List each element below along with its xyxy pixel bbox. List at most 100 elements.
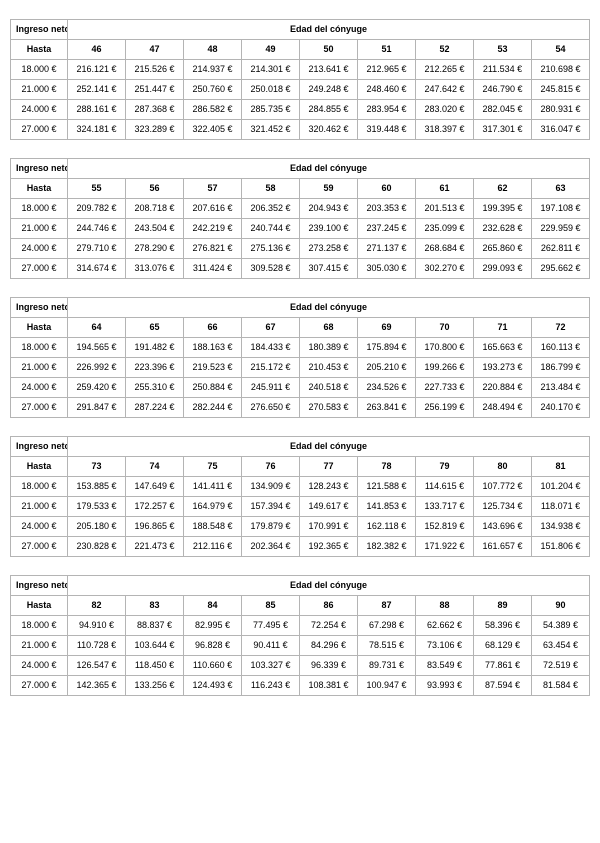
amount-cell: 210.453 € bbox=[299, 357, 358, 378]
amount-cell: 214.301 € bbox=[241, 59, 300, 80]
amount-cell: 265.860 € bbox=[473, 238, 532, 259]
amount-cell: 291.847 € bbox=[67, 397, 126, 418]
amount-cell: 191.482 € bbox=[125, 337, 184, 358]
spouse-age-table-4: Ingreso neto Edad del cónyuge Hasta 73 74 75 7… bbox=[10, 436, 590, 557]
amount-cell: 170.800 € bbox=[415, 337, 474, 358]
amount-cell: 82.995 € bbox=[183, 615, 242, 636]
income-row-label: 24.000 € bbox=[10, 655, 68, 676]
amount-cell: 179.879 € bbox=[241, 516, 300, 537]
amount-cell: 240.744 € bbox=[241, 218, 300, 239]
amount-cell: 116.243 € bbox=[241, 675, 300, 696]
table-row: 27.000 €230.828 €221.473 €212.116 €202.3… bbox=[10, 536, 590, 557]
amount-cell: 256.199 € bbox=[415, 397, 474, 418]
spouse-age-table-2: Ingreso neto Edad del cónyuge Hasta 55 56 57 5… bbox=[10, 158, 590, 279]
amount-cell: 180.389 € bbox=[299, 337, 358, 358]
amount-cell: 287.224 € bbox=[125, 397, 184, 418]
amount-cell: 184.433 € bbox=[241, 337, 300, 358]
amount-cell: 251.447 € bbox=[125, 79, 184, 100]
amount-cell: 213.641 € bbox=[299, 59, 358, 80]
income-row-label: 27.000 € bbox=[10, 119, 68, 140]
income-corner-label: Ingreso neto bbox=[10, 436, 68, 457]
age-column-header: 90 bbox=[531, 595, 590, 616]
amount-cell: 172.257 € bbox=[125, 496, 184, 517]
age-column-header: 81 bbox=[531, 456, 590, 477]
age-column-header: 52 bbox=[415, 39, 474, 60]
amount-cell: 285.735 € bbox=[241, 99, 300, 120]
amount-cell: 54.389 € bbox=[531, 615, 590, 636]
amount-cell: 309.528 € bbox=[241, 258, 300, 279]
header-row: Ingreso neto Edad del cónyuge bbox=[10, 297, 590, 318]
income-corner-label: Ingreso neto bbox=[10, 158, 68, 179]
amount-cell: 186.799 € bbox=[531, 357, 590, 378]
age-column-header: 49 bbox=[241, 39, 300, 60]
spouse-age-table-5: Ingreso neto Edad del cónyuge Hasta 82 83 84 8… bbox=[10, 575, 590, 696]
age-column-header: 65 bbox=[125, 317, 184, 338]
amount-cell: 58.396 € bbox=[473, 615, 532, 636]
amount-cell: 255.310 € bbox=[125, 377, 184, 398]
age-column-header: 86 bbox=[299, 595, 358, 616]
table-row: 27.000 €324.181 €323.289 €322.405 €321.4… bbox=[10, 119, 590, 140]
amount-cell: 188.163 € bbox=[183, 337, 242, 358]
amount-cell: 87.594 € bbox=[473, 675, 532, 696]
amount-cell: 101.204 € bbox=[531, 476, 590, 497]
income-row-label: 24.000 € bbox=[10, 516, 68, 537]
table-row: 24.000 €259.420 €255.310 €250.884 €245.9… bbox=[10, 377, 590, 398]
amount-cell: 311.424 € bbox=[183, 258, 242, 279]
amount-cell: 78.515 € bbox=[357, 635, 416, 656]
amount-cell: 72.519 € bbox=[531, 655, 590, 676]
amount-cell: 235.099 € bbox=[415, 218, 474, 239]
amount-cell: 118.071 € bbox=[531, 496, 590, 517]
row-header-hasta: Hasta bbox=[10, 39, 68, 60]
age-column-header: 82 bbox=[67, 595, 126, 616]
amount-cell: 133.256 € bbox=[125, 675, 184, 696]
amount-cell: 307.415 € bbox=[299, 258, 358, 279]
amount-cell: 248.494 € bbox=[473, 397, 532, 418]
header-row: Ingreso neto Edad del cónyuge bbox=[10, 575, 590, 596]
table-row: 18.000 €194.565 €191.482 €188.163 €184.4… bbox=[10, 337, 590, 358]
amount-cell: 165.663 € bbox=[473, 337, 532, 358]
table-row: 24.000 €279.710 €278.290 €276.821 €275.1… bbox=[10, 238, 590, 259]
amount-cell: 161.657 € bbox=[473, 536, 532, 557]
amount-cell: 221.473 € bbox=[125, 536, 184, 557]
age-column-header: 73 bbox=[67, 456, 126, 477]
amount-cell: 319.448 € bbox=[357, 119, 416, 140]
age-column-header: 71 bbox=[473, 317, 532, 338]
spouse-age-table-3: Ingreso neto Edad del cónyuge Hasta 64 65 66 6… bbox=[10, 297, 590, 418]
amount-cell: 252.141 € bbox=[67, 79, 126, 100]
spouse-age-header: Edad del cónyuge bbox=[67, 436, 590, 457]
age-column-header: 48 bbox=[183, 39, 242, 60]
amount-cell: 151.806 € bbox=[531, 536, 590, 557]
income-row-label: 27.000 € bbox=[10, 397, 68, 418]
income-row-label: 27.000 € bbox=[10, 536, 68, 557]
amount-cell: 302.270 € bbox=[415, 258, 474, 279]
table-row: 21.000 €179.533 €172.257 €164.979 €157.3… bbox=[10, 496, 590, 517]
amount-cell: 212.265 € bbox=[415, 59, 474, 80]
amount-cell: 103.327 € bbox=[241, 655, 300, 676]
amount-cell: 268.684 € bbox=[415, 238, 474, 259]
amount-cell: 152.819 € bbox=[415, 516, 474, 537]
amount-cell: 103.644 € bbox=[125, 635, 184, 656]
amount-cell: 215.172 € bbox=[241, 357, 300, 378]
spouse-age-header: Edad del cónyuge bbox=[67, 158, 590, 179]
income-corner-label: Ingreso neto bbox=[10, 297, 68, 318]
age-column-header: 61 bbox=[415, 178, 474, 199]
amount-cell: 227.733 € bbox=[415, 377, 474, 398]
amount-cell: 216.121 € bbox=[67, 59, 126, 80]
age-column-header: 84 bbox=[183, 595, 242, 616]
amount-cell: 273.258 € bbox=[299, 238, 358, 259]
amount-cell: 215.526 € bbox=[125, 59, 184, 80]
amount-cell: 239.100 € bbox=[299, 218, 358, 239]
header-row: Ingreso neto Edad del cónyuge bbox=[10, 436, 590, 457]
table-row: 27.000 €291.847 €287.224 €282.244 €276.6… bbox=[10, 397, 590, 418]
age-column-header: 76 bbox=[241, 456, 300, 477]
age-column-header: 53 bbox=[473, 39, 532, 60]
amount-cell: 219.523 € bbox=[183, 357, 242, 378]
age-column-header: 60 bbox=[357, 178, 416, 199]
amount-cell: 175.894 € bbox=[357, 337, 416, 358]
spouse-age-header: Edad del cónyuge bbox=[67, 19, 590, 40]
age-column-header: 55 bbox=[67, 178, 126, 199]
amount-cell: 157.394 € bbox=[241, 496, 300, 517]
amount-cell: 321.452 € bbox=[241, 119, 300, 140]
amount-cell: 77.495 € bbox=[241, 615, 300, 636]
age-column-header: 62 bbox=[473, 178, 532, 199]
